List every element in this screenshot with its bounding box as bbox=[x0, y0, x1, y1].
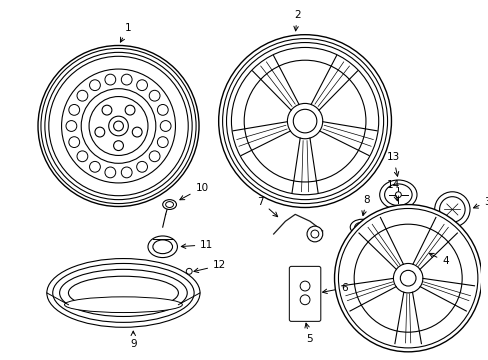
Circle shape bbox=[244, 60, 365, 182]
Circle shape bbox=[157, 104, 168, 115]
Text: 10: 10 bbox=[180, 183, 208, 200]
Ellipse shape bbox=[47, 258, 200, 327]
Text: 4: 4 bbox=[428, 253, 448, 266]
Circle shape bbox=[89, 161, 100, 172]
Circle shape bbox=[157, 137, 168, 148]
Circle shape bbox=[89, 96, 148, 156]
Circle shape bbox=[293, 109, 316, 133]
Ellipse shape bbox=[349, 219, 373, 235]
Ellipse shape bbox=[165, 202, 173, 207]
Circle shape bbox=[102, 105, 112, 115]
Circle shape bbox=[121, 167, 132, 178]
Circle shape bbox=[41, 49, 196, 203]
Circle shape bbox=[400, 270, 415, 286]
Circle shape bbox=[222, 39, 387, 203]
Circle shape bbox=[81, 89, 156, 163]
Text: 8: 8 bbox=[361, 195, 369, 216]
Circle shape bbox=[61, 69, 175, 183]
Circle shape bbox=[108, 116, 128, 136]
Ellipse shape bbox=[64, 297, 182, 312]
Text: 1: 1 bbox=[120, 23, 131, 42]
Ellipse shape bbox=[68, 276, 178, 310]
Circle shape bbox=[125, 105, 135, 115]
Circle shape bbox=[137, 80, 147, 91]
Circle shape bbox=[218, 35, 391, 207]
Ellipse shape bbox=[354, 222, 368, 232]
Text: 12: 12 bbox=[194, 260, 226, 273]
Circle shape bbox=[149, 151, 160, 162]
Ellipse shape bbox=[386, 231, 429, 257]
Text: 7: 7 bbox=[257, 197, 277, 217]
Circle shape bbox=[149, 90, 160, 101]
Circle shape bbox=[69, 104, 80, 115]
Circle shape bbox=[132, 127, 142, 137]
Circle shape bbox=[395, 192, 401, 198]
Ellipse shape bbox=[163, 200, 176, 210]
Text: 6: 6 bbox=[322, 283, 347, 293]
Circle shape bbox=[186, 268, 192, 274]
Circle shape bbox=[353, 224, 461, 332]
Circle shape bbox=[38, 45, 199, 207]
Circle shape bbox=[121, 74, 132, 85]
Text: 14: 14 bbox=[386, 180, 399, 201]
Circle shape bbox=[393, 264, 422, 293]
Circle shape bbox=[338, 208, 477, 348]
Circle shape bbox=[160, 121, 171, 131]
Ellipse shape bbox=[60, 269, 187, 316]
Circle shape bbox=[49, 56, 188, 196]
Ellipse shape bbox=[390, 234, 419, 251]
Ellipse shape bbox=[148, 236, 177, 257]
Circle shape bbox=[310, 230, 318, 238]
Text: 11: 11 bbox=[181, 240, 213, 250]
Text: 3: 3 bbox=[472, 197, 488, 208]
Circle shape bbox=[105, 167, 116, 178]
Text: 9: 9 bbox=[130, 331, 136, 349]
Circle shape bbox=[306, 226, 322, 242]
Circle shape bbox=[439, 197, 464, 222]
Circle shape bbox=[137, 161, 147, 172]
Circle shape bbox=[113, 121, 123, 131]
Circle shape bbox=[300, 295, 309, 305]
Ellipse shape bbox=[379, 180, 416, 210]
Circle shape bbox=[334, 204, 481, 352]
Circle shape bbox=[69, 137, 80, 148]
Circle shape bbox=[89, 80, 100, 91]
Ellipse shape bbox=[421, 231, 432, 239]
Circle shape bbox=[105, 74, 116, 85]
Circle shape bbox=[77, 90, 88, 101]
Circle shape bbox=[66, 121, 77, 131]
Circle shape bbox=[113, 141, 123, 150]
FancyBboxPatch shape bbox=[289, 266, 320, 321]
Ellipse shape bbox=[53, 264, 194, 322]
Text: 2: 2 bbox=[293, 10, 300, 31]
Circle shape bbox=[226, 42, 383, 200]
Circle shape bbox=[95, 127, 104, 137]
Circle shape bbox=[45, 52, 192, 200]
Text: 5: 5 bbox=[305, 323, 313, 344]
Circle shape bbox=[287, 103, 322, 139]
Circle shape bbox=[300, 281, 309, 291]
Circle shape bbox=[434, 192, 469, 227]
Ellipse shape bbox=[153, 240, 172, 254]
Circle shape bbox=[77, 151, 88, 162]
Circle shape bbox=[231, 48, 378, 195]
Ellipse shape bbox=[384, 184, 411, 206]
Text: 13: 13 bbox=[386, 152, 399, 176]
